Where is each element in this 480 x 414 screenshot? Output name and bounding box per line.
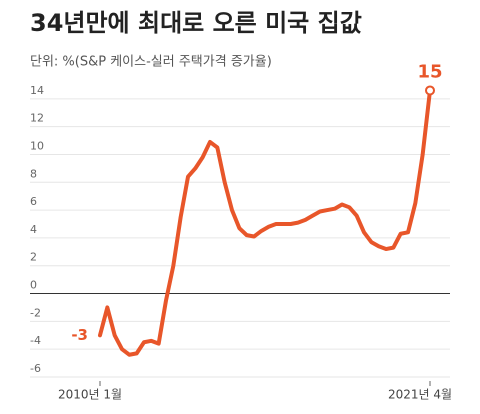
y-tick-label: 14 — [30, 84, 44, 97]
value-label: 15 — [417, 61, 442, 82]
y-tick-label: 2 — [30, 251, 37, 264]
y-tick-label: -2 — [30, 306, 41, 319]
y-tick-label: 8 — [30, 167, 37, 180]
y-tick-label: 4 — [30, 223, 37, 236]
chart-title: 34년만에 최대로 오른 미국 집값 — [30, 9, 362, 37]
y-tick-label: -6 — [30, 362, 41, 375]
value-label: -3 — [71, 326, 88, 344]
x-tick-label: 2021년 4월 — [388, 388, 452, 402]
y-tick-label: 10 — [30, 139, 44, 152]
y-tick-label: 12 — [30, 112, 44, 125]
x-tick-label: 2010년 1월 — [58, 388, 122, 402]
y-tick-label: -4 — [30, 334, 41, 347]
data-line — [98, 88, 432, 357]
y-tick-label: 6 — [30, 195, 37, 208]
chart-subtitle: 단위: %(S&P 케이스-실러 주택가격 증가율) — [30, 55, 272, 70]
y-tick-label: 0 — [30, 279, 37, 292]
end-marker — [425, 85, 435, 96]
